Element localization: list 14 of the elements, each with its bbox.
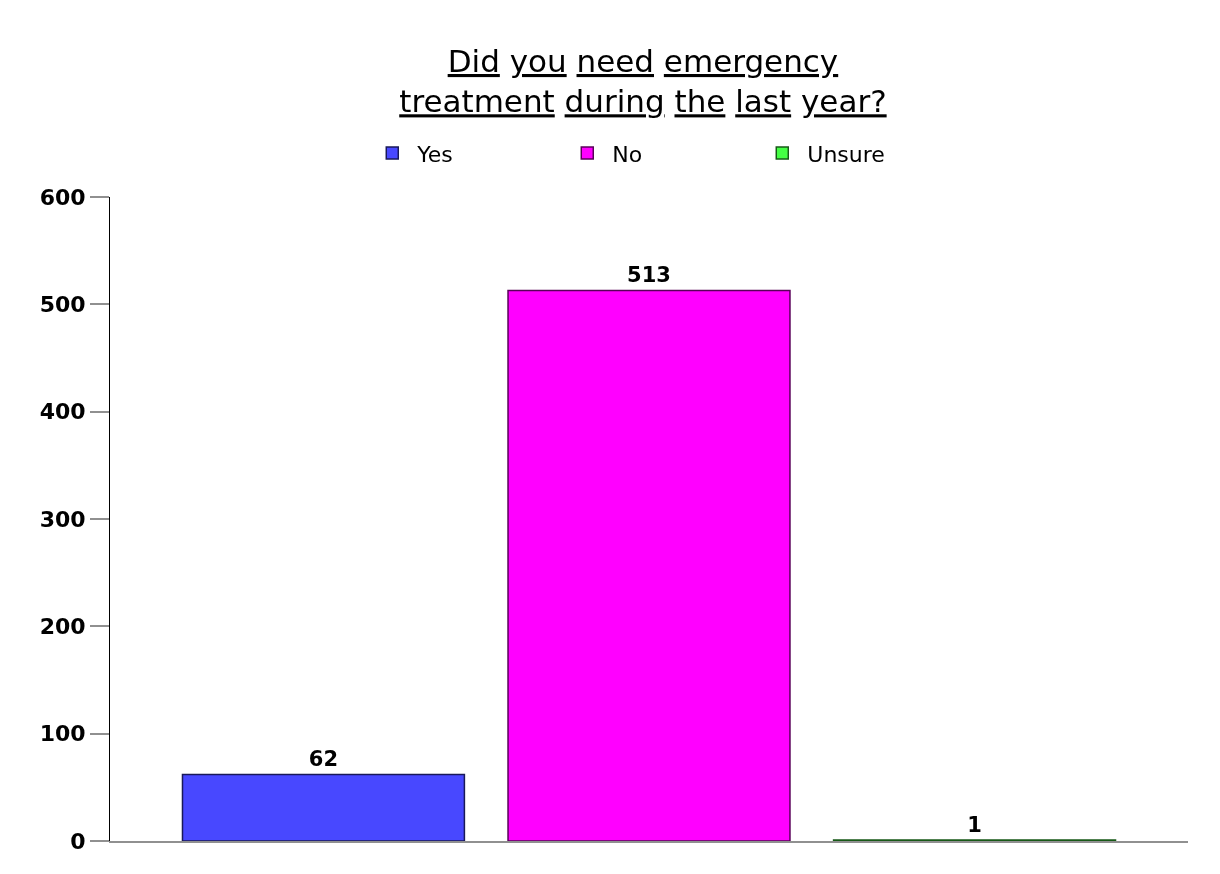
y-tick-label: 300 [39, 506, 86, 532]
y-tick-label: 600 [39, 184, 86, 210]
data-label: 1 [967, 812, 982, 837]
legend-label: Unsure [807, 141, 885, 167]
data-label: 513 [627, 263, 671, 288]
legend-label: No [612, 141, 643, 167]
y-tick-label: 200 [39, 614, 86, 640]
data-label: 62 [308, 747, 339, 772]
y-tick-label: 500 [39, 292, 86, 318]
y-tick-label: 400 [39, 399, 86, 425]
chart-title: Did you need emergency treatment during the last year? [399, 43, 887, 120]
y-tick-label: 0 [70, 828, 86, 854]
legend-label: Yes [416, 141, 453, 167]
y-tick-label: 100 [39, 721, 86, 747]
